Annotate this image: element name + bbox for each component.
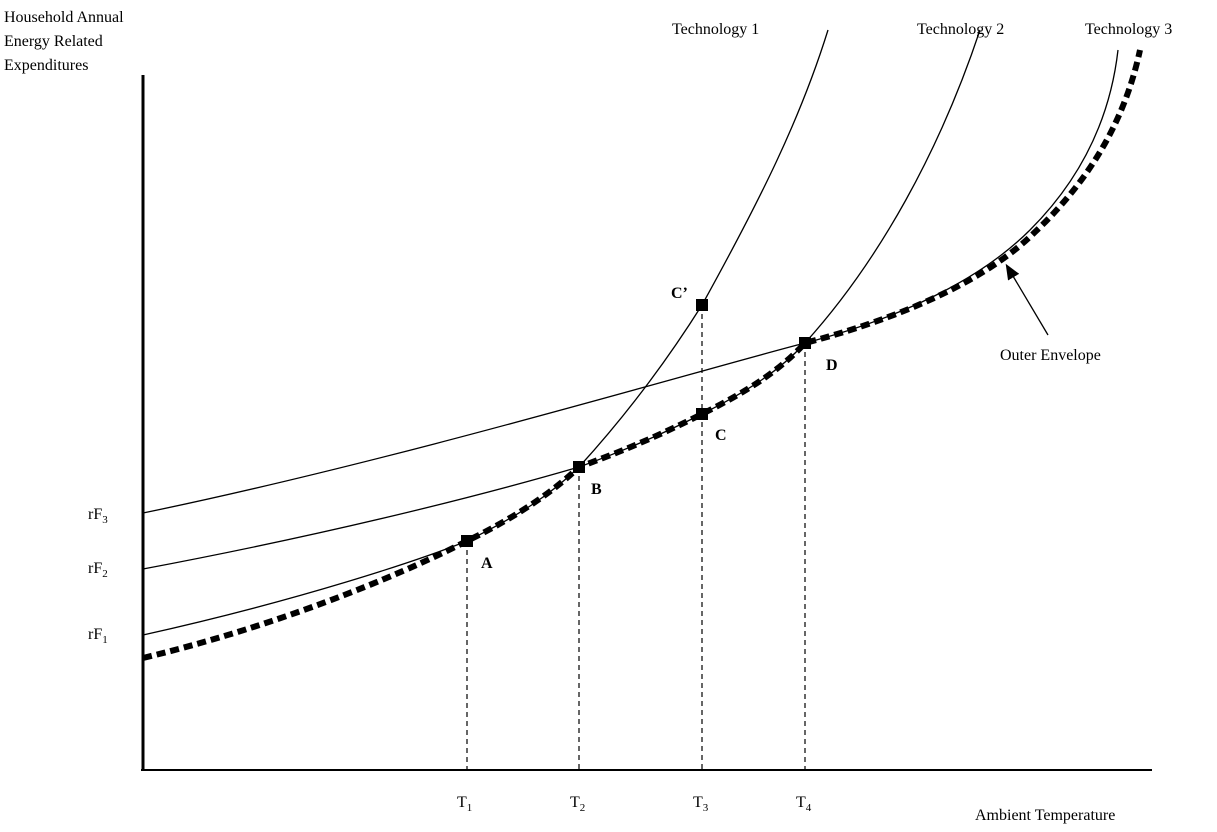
curve-label: Technology 1 bbox=[672, 21, 759, 38]
x-tick-label: T3 bbox=[693, 794, 709, 814]
curve-label: Technology 2 bbox=[917, 21, 1004, 38]
label-part: rF bbox=[88, 506, 102, 523]
label-part: 1 bbox=[467, 802, 473, 814]
label-part: T bbox=[570, 794, 580, 811]
y-axis-label: Household Annual bbox=[4, 9, 124, 26]
outer-envelope bbox=[142, 49, 1143, 661]
x-axis-label: Ambient Temperature bbox=[975, 807, 1115, 824]
label-part: rF bbox=[88, 560, 102, 577]
label-part: rF bbox=[88, 626, 102, 643]
annotation-arrow bbox=[1005, 263, 1049, 336]
label-part: 2 bbox=[580, 802, 586, 814]
label-part: T bbox=[796, 794, 806, 811]
technology-1-curve bbox=[142, 29, 829, 636]
point-label: B bbox=[591, 481, 602, 498]
x-tick-label: T1 bbox=[457, 794, 472, 814]
y-axis-label: Expenditures bbox=[4, 57, 88, 74]
point-label: C bbox=[715, 427, 727, 444]
envelope-label: Outer Envelope bbox=[1000, 347, 1101, 364]
label-part: 2 bbox=[102, 568, 108, 580]
y-tick-label: rF3 bbox=[88, 506, 108, 526]
label-part: 1 bbox=[102, 634, 108, 646]
point-marker bbox=[573, 461, 585, 473]
point-marker bbox=[461, 535, 473, 547]
point-label: A bbox=[481, 555, 493, 572]
point-label: C’ bbox=[671, 285, 688, 302]
point-label: D bbox=[826, 357, 838, 374]
x-tick-label: T2 bbox=[570, 794, 585, 814]
y-axis-label: Energy Related bbox=[4, 33, 103, 50]
curve-label: Technology 3 bbox=[1085, 21, 1172, 38]
y-tick-label: rF2 bbox=[88, 560, 108, 580]
point-marker bbox=[696, 408, 708, 420]
y-tick-label: rF1 bbox=[88, 626, 108, 646]
label-part: 3 bbox=[102, 514, 108, 526]
point-marker bbox=[799, 337, 811, 349]
point-marker bbox=[696, 299, 708, 311]
label-part: T bbox=[693, 794, 703, 811]
technology-2-curve bbox=[142, 29, 981, 570]
label-part: 3 bbox=[703, 802, 709, 814]
label-part: T bbox=[457, 794, 467, 811]
label-part: 4 bbox=[806, 802, 812, 814]
x-tick-label: T4 bbox=[796, 794, 812, 814]
